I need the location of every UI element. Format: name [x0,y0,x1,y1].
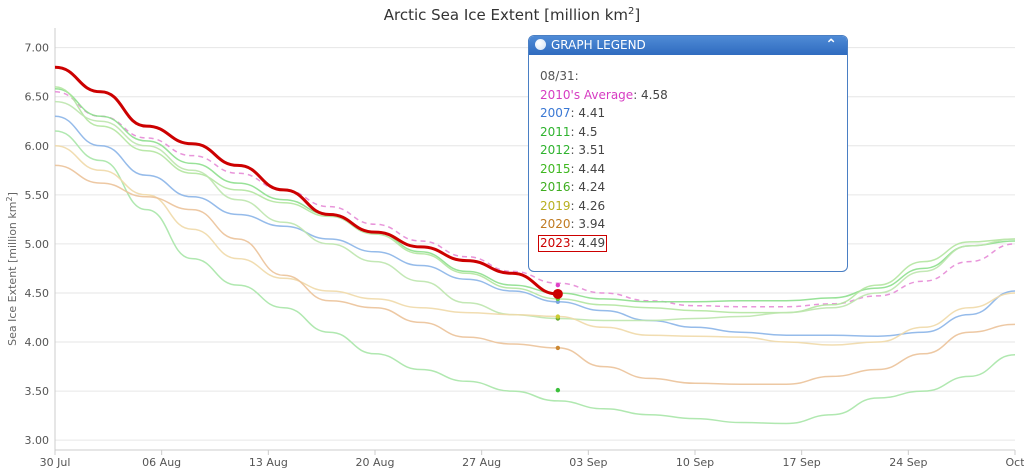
series-line-2007[interactable] [54,115,1016,337]
legend-title: GRAPH LEGEND [551,38,646,52]
legend-series-name: 2023 [540,235,571,250]
legend-series-name: 2020 [540,217,571,231]
current-value-marker-2023[interactable] [552,288,563,299]
legend-entry: 2011: 4.5 [540,123,847,142]
endpoint-marker [555,314,561,319]
legend-series-name: 2015 [540,161,571,176]
legend-date: 08/31: [540,69,579,83]
y-tick-label: 6.50 [25,91,50,104]
series-line-2023[interactable] [54,65,558,296]
legend-separator: : [570,235,579,250]
legend-separator: : [570,217,579,231]
series-line-2019[interactable] [54,145,1016,346]
legend-entry: 2023: 4.49 [538,234,847,253]
x-tick-label: Oct [1005,456,1024,469]
collapse-icon[interactable]: ⌃ [825,37,837,53]
legend-series-name: 2019 [540,198,571,213]
endpoint-marker [555,387,561,393]
legend-separator: : [633,87,642,102]
legend-entry: 2016: 4.24 [540,178,847,197]
endpoint-markers [552,282,563,393]
legend-series-name: 2007 [540,106,571,120]
legend-separator: : [570,180,579,194]
series-line-2010-s-average[interactable] [54,91,1016,308]
legend-separator: : [570,161,579,176]
legend-series-value: 4.49 [578,235,606,250]
legend-series-value: 4.24 [578,180,606,194]
y-tick-label: 4.00 [25,336,50,349]
x-tick-label: 17 Sep [783,456,821,469]
legend-series-value: 3.94 [578,217,606,231]
y-tick-label: 4.50 [25,287,50,300]
legend-header[interactable]: GRAPH LEGEND ⌃ [529,36,847,55]
endpoint-marker [555,345,561,351]
x-tick-labels: 30 Jul 06 Aug 13 Aug 20 Aug 27 Aug 03 Sep 10 S… [40,450,1024,469]
x-tick-label: 20 Aug [356,456,395,469]
legend-series-name: 2011 [540,124,571,139]
legend-series-name: 2010's Average [540,87,634,102]
y-tick-label: 7.00 [25,42,50,55]
legend-series-value: 4.44 [578,161,606,176]
y-tick-label: 3.00 [25,434,50,447]
x-tick-label: 06 Aug [142,456,181,469]
legend-entry: 2020: 3.94 [540,215,847,234]
legend-entry: 2010's Average: 4.58 [540,86,847,105]
legend-entry: 2012: 3.51 [540,141,847,160]
legend-series-value: 4.58 [641,87,668,102]
legend-series-value: 4.26 [578,198,606,213]
graph-legend[interactable]: GRAPH LEGEND ⌃ 08/31: 2010's Average: 4.… [528,35,848,272]
x-tick-label: 10 Sep [676,456,714,469]
legend-series-value: 4.41 [578,106,606,120]
y-tick-label: 6.00 [25,140,50,153]
legend-separator: : [570,124,579,139]
legend-series-name: 2016 [540,180,571,194]
y-axis-title: Sea Ice Extent [million km2] [5,192,19,346]
legend-series-value: 4.5 [578,124,598,139]
globe-icon [535,39,546,50]
x-tick-label: 27 Aug [462,456,501,469]
legend-series-name: 2012 [540,143,571,157]
legend-body: 08/31: 2010's Average: 4.58 2007: 4.41 201… [529,55,847,252]
x-tick-label: 13 Aug [249,456,288,469]
y-tick-label: 5.50 [25,189,50,202]
chart-title: Arctic Sea Ice Extent [million km2] [384,6,641,24]
series-line-2012[interactable] [54,130,1016,425]
legend-series-value: 3.51 [578,143,606,157]
legend-entry: 2007: 4.41 [540,104,847,123]
y-tick-labels: 3.00 3.50 4.00 4.50 5.00 5.50 6.00 6.50 7.00 [25,42,50,448]
series-lines [54,65,1016,425]
series-line-2020[interactable] [54,164,1016,385]
x-tick-label: 30 Jul [40,456,71,469]
x-tick-label: 24 Sep [889,456,927,469]
series-line-2015[interactable] [54,86,1016,314]
legend-separator: : [570,106,579,120]
y-tick-label: 5.00 [25,238,50,251]
legend-separator: : [570,143,579,157]
legend-separator: : [570,198,579,213]
y-tick-label: 3.50 [25,385,50,398]
legend-entry: 2019: 4.26 [540,197,847,216]
legend-entry: 2015: 4.44 [540,160,847,179]
endpoint-marker [555,282,561,288]
x-tick-label: 03 Sep [569,456,607,469]
